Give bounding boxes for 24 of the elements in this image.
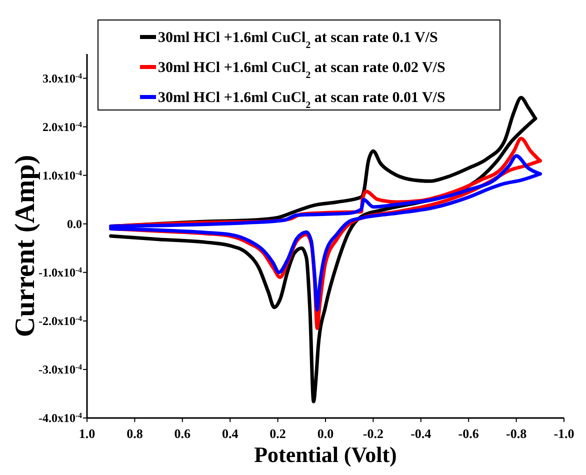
x-tick-label: -0.8	[506, 426, 528, 441]
x-tick-label: -0.4	[410, 426, 432, 441]
legend-label: 30ml HCl +1.6ml CuCl$_{2}$ at scan rate 0.01 V/S	[158, 90, 446, 110]
y-tick-label: -1.0x10$^{-4}$	[38, 264, 82, 280]
x-tick-label: 0.6	[174, 426, 192, 441]
x-tick-label: 1.0	[78, 426, 96, 441]
y-tick-label: 0.0	[67, 216, 82, 231]
legend-label: 30ml HCl +1.6ml CuCl$_{2}$ at scan rate 0.02 V/S	[158, 60, 446, 80]
y-tick-label: -3.0x10$^{-4}$	[38, 362, 82, 376]
x-tick-label: -0.2	[362, 426, 384, 441]
y-tick-label: 1.0x10$^{-4}$	[42, 168, 82, 182]
x-tick-label: 0.4	[222, 426, 239, 441]
y-tick-label: -4.0x10$^{-4}$	[38, 410, 82, 425]
legend-label: 30ml HCl +1.6ml CuCl$_{2}$ at scan rate 0.1 V/S	[158, 30, 438, 50]
y-axis-title: Current (Amp)	[10, 154, 41, 338]
x-axis-title: Potential (Volt)	[254, 442, 397, 467]
y-tick-label: -2.0x10$^{-4}$	[38, 313, 82, 328]
x-tick-label: 0.8	[126, 426, 144, 441]
y-tick-label: 2.0x10$^{-4}$	[42, 119, 82, 134]
x-tick-label: -0.6	[458, 426, 480, 441]
y-tick-label: 3.0x10$^{-4}$	[42, 70, 82, 86]
x-tick-label: -1.0	[554, 426, 574, 441]
x-tick-label: 0.2	[270, 426, 286, 441]
x-tick-label: 0.0	[317, 426, 334, 441]
